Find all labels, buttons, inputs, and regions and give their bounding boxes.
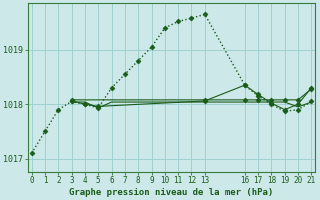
X-axis label: Graphe pression niveau de la mer (hPa): Graphe pression niveau de la mer (hPa) [69,188,274,197]
